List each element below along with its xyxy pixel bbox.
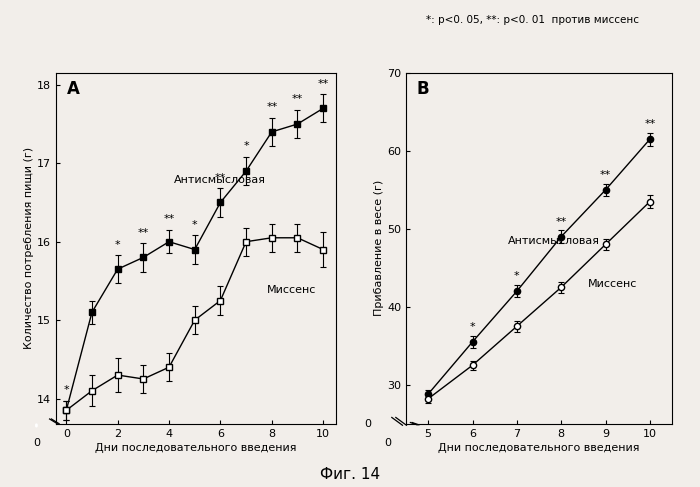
Text: Антисмысловая: Антисмысловая [508, 237, 600, 246]
Text: B: B [416, 80, 429, 98]
Text: **: ** [644, 119, 655, 129]
Y-axis label: Прибавление в весе (г): Прибавление в весе (г) [374, 180, 384, 317]
Text: **: ** [163, 214, 175, 225]
Text: *: * [64, 385, 69, 395]
Text: Миссенс: Миссенс [588, 280, 637, 289]
Text: A: A [67, 80, 80, 98]
Text: 0: 0 [384, 438, 391, 448]
Text: **: ** [266, 102, 277, 112]
Text: 0: 0 [34, 438, 41, 448]
Text: **: ** [215, 173, 226, 183]
X-axis label: Дни последовательного введения: Дни последовательного введения [95, 443, 297, 453]
Text: *: * [470, 322, 475, 332]
Text: **: ** [556, 217, 567, 226]
Text: Миссенс: Миссенс [267, 285, 316, 295]
Text: *: * [244, 142, 249, 151]
Text: *: * [192, 220, 197, 230]
Text: Антисмысловая: Антисмысловая [174, 175, 266, 185]
Text: *: * [514, 271, 519, 281]
Text: **: ** [292, 94, 303, 104]
Text: *: * [115, 240, 120, 249]
X-axis label: Дни последовательного введения: Дни последовательного введения [438, 443, 640, 453]
Y-axis label: Количество потребления пищи (г): Количество потребления пищи (г) [25, 147, 34, 350]
Text: 0: 0 [365, 419, 372, 429]
Text: **: ** [600, 170, 611, 180]
Text: **: ** [138, 228, 149, 238]
Text: Фиг. 14: Фиг. 14 [320, 467, 380, 482]
Text: *: p<0. 05, **: p<0. 01  против миссенс: *: p<0. 05, **: p<0. 01 против миссенс [426, 15, 638, 25]
Text: **: ** [318, 79, 329, 89]
